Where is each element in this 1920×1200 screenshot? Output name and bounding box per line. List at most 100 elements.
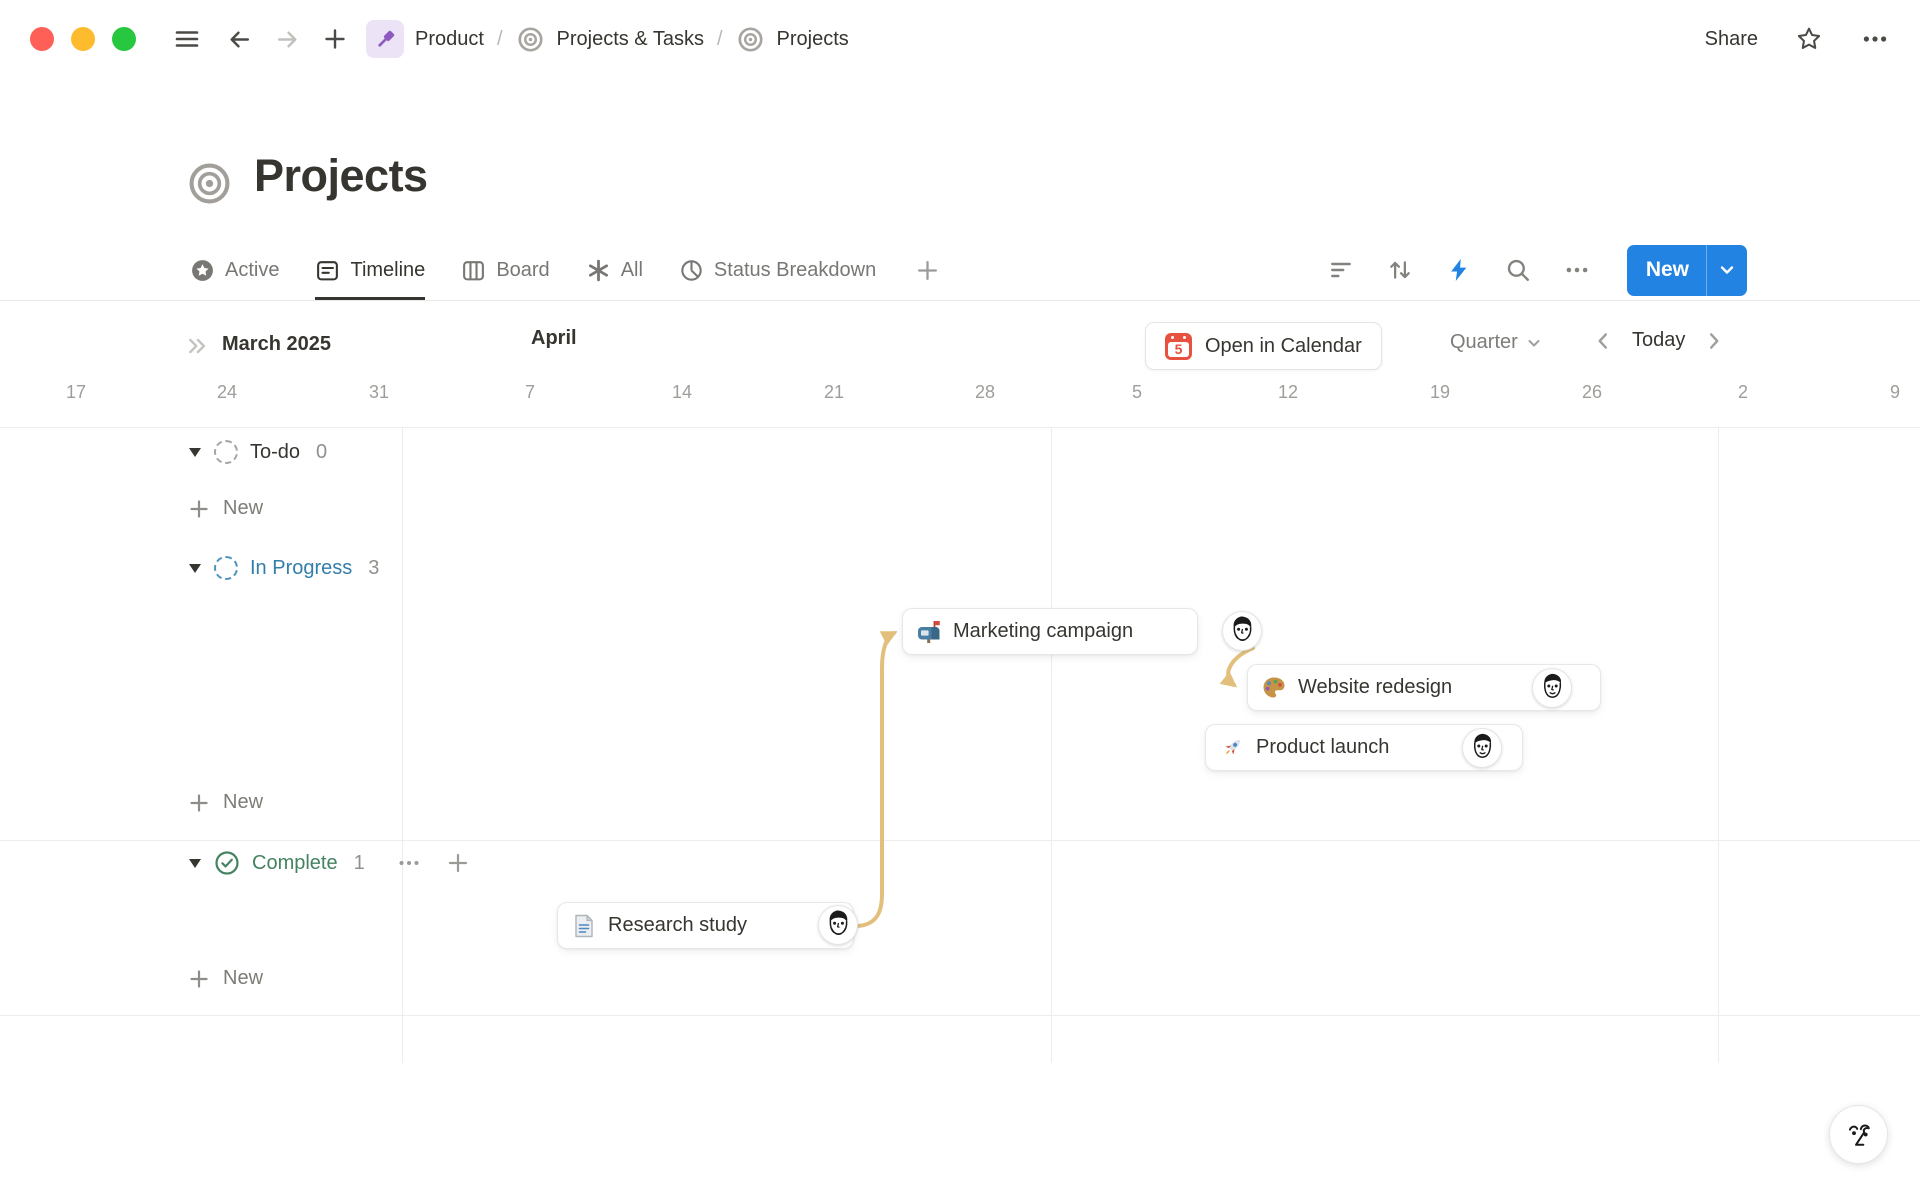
- chevron-right-icon[interactable]: [1706, 330, 1723, 352]
- group-name[interactable]: Complete: [252, 851, 338, 874]
- palette-icon: [1261, 675, 1287, 701]
- assignee-avatar: [1462, 728, 1502, 768]
- plus-icon: [190, 499, 208, 518]
- collapse-triangle-icon[interactable]: [188, 446, 202, 458]
- group-count: 0: [316, 440, 328, 463]
- add-new-row-todo[interactable]: New: [188, 497, 263, 520]
- view-tabbar: Active Timeline Board All Status Breakdo…: [0, 240, 1920, 301]
- date-tick: 9: [1889, 382, 1900, 402]
- more-options-icon[interactable]: [1860, 24, 1890, 54]
- collapse-triangle-icon[interactable]: [188, 562, 202, 574]
- group-more-icon[interactable]: [397, 851, 421, 875]
- double-chevron-icon[interactable]: [186, 333, 212, 364]
- tab-timeline[interactable]: Timeline: [315, 240, 426, 300]
- ai-face-icon: [1848, 1123, 1870, 1146]
- date-tick: 24: [216, 382, 238, 402]
- date-tick: 26: [1581, 382, 1603, 402]
- date-tick: 7: [524, 382, 535, 402]
- rocket-icon: [1219, 735, 1245, 761]
- date-tick: 31: [368, 382, 390, 402]
- page-target-icon[interactable]: [188, 162, 231, 210]
- breadcrumb-projects-tasks[interactable]: Projects & Tasks: [556, 27, 704, 50]
- connector-research-to-marketing: [855, 631, 898, 928]
- breadcrumb-product[interactable]: Product: [415, 27, 484, 50]
- plus-icon: [190, 793, 208, 812]
- new-button-dropdown[interactable]: [1707, 245, 1747, 296]
- sidebar-menu-icon[interactable]: [172, 24, 202, 54]
- target-icon: [516, 24, 546, 54]
- breadcrumb-separator: /: [496, 27, 503, 50]
- group-separator-line: [0, 1015, 1920, 1016]
- forward-button[interactable]: [272, 24, 302, 54]
- new-button-label[interactable]: New: [1645, 258, 1689, 281]
- mailbox-icon: [916, 619, 942, 645]
- traffic-lights: [30, 27, 136, 51]
- zoom-button[interactable]: [112, 27, 136, 51]
- timeline-item-research-study[interactable]: Research study: [557, 902, 854, 949]
- add-view-icon[interactable]: [912, 255, 942, 285]
- filter-icon[interactable]: [1326, 255, 1356, 285]
- minimize-button[interactable]: [71, 27, 95, 51]
- calendar-icon: 5: [1165, 332, 1192, 360]
- automation-lightning-icon[interactable]: [1444, 255, 1474, 285]
- group-count: 1: [353, 851, 365, 874]
- status-in-progress-icon: [214, 556, 238, 580]
- grid-line: [0, 427, 1920, 428]
- sort-icon[interactable]: [1385, 255, 1415, 285]
- status-complete-icon: [215, 851, 239, 875]
- search-icon[interactable]: [1503, 255, 1533, 285]
- favorite-star-icon[interactable]: [1794, 24, 1824, 54]
- timeline-item-marketing-campaign[interactable]: Marketing campaign: [902, 608, 1198, 655]
- date-tick: 19: [1429, 382, 1451, 402]
- date-tick: 28: [974, 382, 996, 402]
- tab-all[interactable]: All: [586, 240, 643, 300]
- item-title: Website redesign: [1298, 676, 1453, 698]
- close-button[interactable]: [30, 27, 54, 51]
- tab-active[interactable]: Active: [190, 240, 279, 300]
- group-add-icon[interactable]: [446, 851, 470, 875]
- add-new-row-complete[interactable]: New: [188, 967, 263, 990]
- open-in-calendar-button[interactable]: 5 Open in Calendar: [1145, 322, 1382, 370]
- back-button[interactable]: [224, 24, 254, 54]
- notion-ai-button[interactable]: [1829, 1105, 1888, 1164]
- month-gridline: [402, 428, 403, 1063]
- breadcrumb-projects[interactable]: Projects: [776, 27, 849, 50]
- item-title: Product launch: [1256, 736, 1390, 758]
- new-button[interactable]: New: [1626, 244, 1747, 296]
- today-button[interactable]: Today: [1632, 329, 1686, 351]
- new-page-button[interactable]: [320, 24, 350, 54]
- plus-icon: [190, 969, 208, 988]
- month-label-april: April: [531, 327, 577, 349]
- assignee-avatar: [1532, 668, 1572, 708]
- window-titlebar: Product / Projects & Tasks / Projects Sh…: [0, 0, 1920, 78]
- assignee-avatar: [818, 905, 858, 945]
- chevron-left-icon[interactable]: [1594, 330, 1611, 352]
- breadcrumb-separator: /: [716, 27, 723, 50]
- group-name[interactable]: To-do: [250, 440, 301, 463]
- date-tick: 21: [823, 382, 845, 402]
- view-more-icon[interactable]: [1562, 255, 1592, 285]
- page-title[interactable]: Projects: [254, 150, 428, 201]
- document-icon: [571, 913, 597, 939]
- status-todo-icon: [214, 440, 238, 464]
- month-gridline: [1718, 428, 1719, 1063]
- tab-board[interactable]: Board: [461, 240, 550, 300]
- group-name[interactable]: In Progress: [250, 556, 353, 579]
- item-title: Research study: [608, 914, 747, 936]
- hammer-icon[interactable]: [366, 20, 404, 58]
- group-count: 3: [368, 556, 380, 579]
- group-separator-line: [0, 840, 1920, 841]
- group-header-in-progress: In Progress 3: [188, 556, 379, 580]
- collapse-triangle-icon[interactable]: [188, 857, 202, 869]
- zoom-level-select[interactable]: Quarter: [1450, 331, 1542, 354]
- today-navigation: Today: [1594, 329, 1723, 352]
- assignee-avatar: [1222, 611, 1262, 651]
- add-new-row-in-progress[interactable]: New: [188, 791, 263, 814]
- item-title: Marketing campaign: [953, 620, 1134, 642]
- date-tick: 14: [671, 382, 693, 402]
- month-label-march: March 2025: [222, 333, 331, 355]
- share-button[interactable]: Share: [1704, 27, 1758, 50]
- tab-status-breakdown[interactable]: Status Breakdown: [679, 240, 876, 300]
- chevron-down-icon: [1528, 339, 1540, 346]
